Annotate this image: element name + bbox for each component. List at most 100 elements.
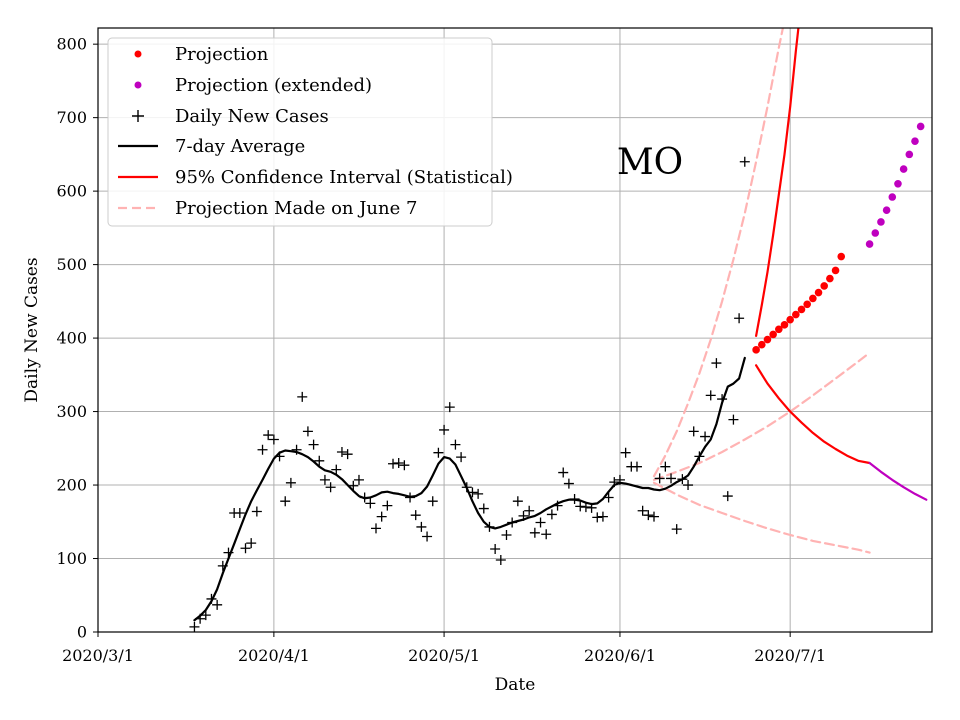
daily-new-cases-point	[319, 474, 330, 485]
projection-point	[797, 305, 806, 314]
daily-new-cases-point	[524, 505, 535, 516]
daily-new-cases-point	[280, 496, 291, 507]
daily-new-cases-point	[660, 461, 671, 472]
daily-new-cases-point	[722, 491, 733, 502]
daily-new-cases-point	[433, 447, 444, 458]
x-tick-label: 2020/4/1	[238, 646, 310, 665]
daily-new-cases-point	[371, 523, 381, 534]
projection-extended-point	[877, 218, 885, 226]
daily-new-cases-point	[234, 507, 245, 518]
daily-new-cases-point	[620, 447, 631, 458]
projection-point	[775, 325, 783, 334]
daily-new-cases-point	[501, 530, 512, 541]
daily-new-cases-point	[666, 473, 677, 484]
daily-new-cases-point	[688, 426, 699, 437]
daily-new-cases-point	[189, 621, 200, 632]
projection-point	[826, 274, 834, 283]
daily-new-cases-point	[251, 506, 262, 517]
projection-point	[831, 266, 840, 275]
daily-new-cases-point	[683, 480, 694, 491]
x-tick-label: 2020/7/1	[754, 646, 826, 665]
projection-point	[786, 315, 794, 324]
daily-new-cases-point	[728, 414, 739, 425]
plot-frame	[97, 27, 933, 633]
daily-new-cases-point	[631, 461, 642, 472]
daily-new-cases-point	[314, 455, 325, 466]
june7-projection-upper-line	[652, 28, 785, 478]
daily-new-cases-point	[263, 430, 274, 441]
daily-new-cases-point	[495, 554, 506, 565]
daily-new-cases-point	[416, 521, 427, 532]
daily-new-cases-point	[739, 156, 750, 167]
daily-new-cases-point	[711, 358, 722, 369]
daily-new-cases-point	[643, 510, 654, 521]
daily-new-cases-point	[331, 464, 342, 475]
projection-extended-point	[888, 193, 897, 201]
projection-extended-point	[899, 165, 908, 173]
daily-new-cases-point	[257, 444, 268, 455]
daily-new-cases-point	[734, 313, 745, 324]
projection-point	[757, 340, 766, 349]
daily-new-cases-point	[512, 496, 523, 507]
daily-new-cases-point	[212, 599, 223, 610]
projection-extended-point	[905, 150, 914, 159]
daily-new-cases-point	[297, 391, 308, 402]
seven-day-average-line	[193, 356, 746, 622]
legend-label-june7-projection: Projection Made on June 7	[175, 198, 417, 219]
daily-new-cases-point	[541, 529, 552, 540]
daily-new-cases-point	[535, 517, 546, 528]
daily-new-cases-point	[439, 424, 450, 435]
june7-projection-lower-line	[652, 481, 871, 554]
y-tick-label: 400	[56, 329, 87, 348]
daily-new-cases-point	[336, 446, 347, 457]
daily-new-cases-point	[478, 503, 489, 514]
daily-new-cases-point	[490, 543, 501, 554]
projection-point	[820, 282, 829, 290]
ci-upper-line	[755, 28, 800, 337]
daily-new-cases-point	[705, 390, 716, 401]
daily-new-cases-point	[637, 505, 648, 516]
legend-marker-projection-extended	[134, 81, 142, 89]
state-label: MO	[617, 142, 683, 183]
projection-point	[837, 252, 846, 261]
legend-label-confidence-interval: 95% Confidence Interval (Statistical)	[175, 167, 513, 188]
projection-extended-point	[894, 179, 902, 188]
projection-extended-point	[911, 137, 919, 145]
daily-new-cases-point	[302, 426, 313, 437]
projection-point	[752, 346, 760, 354]
y-tick-label: 600	[56, 182, 87, 201]
daily-new-cases-point	[376, 511, 387, 522]
legend-box	[107, 37, 493, 227]
daily-new-cases-point	[200, 610, 211, 621]
daily-new-cases-point	[393, 457, 404, 468]
daily-new-cases-point	[399, 460, 410, 471]
projection-point	[769, 330, 777, 339]
legend-label-daily-new-cases: Daily New Cases	[175, 106, 329, 127]
daily-new-cases-point	[597, 511, 608, 522]
projection-point	[780, 321, 789, 329]
y-tick-label: 100	[56, 549, 87, 568]
daily-new-cases-point	[353, 474, 364, 485]
daily-new-cases-point	[422, 531, 433, 542]
daily-new-cases-point	[246, 538, 257, 549]
daily-new-cases-point	[388, 458, 399, 469]
projection-extended-point	[865, 240, 874, 248]
x-tick-label: 2020/5/1	[408, 646, 480, 665]
legend-item-projection-extended: Projection (extended)	[134, 75, 372, 96]
daily-new-cases-point	[592, 512, 603, 523]
y-tick-label: 800	[56, 35, 87, 54]
legend-item-seven-day-average: 7-day Average	[118, 136, 305, 157]
daily-new-cases-point	[285, 477, 296, 488]
y-tick-label: 700	[56, 108, 87, 127]
daily-new-cases-point	[427, 496, 438, 507]
daily-new-cases-point	[558, 467, 569, 478]
ci-lower-extended-line	[868, 461, 928, 501]
daily-new-cases-point	[473, 488, 484, 499]
projection-point	[809, 294, 817, 303]
legend-item-confidence-interval: 95% Confidence Interval (Statistical)	[118, 167, 513, 188]
daily-new-cases-point	[563, 478, 574, 489]
y-tick-label: 500	[56, 255, 87, 274]
projection-point	[792, 310, 800, 319]
legend-label-projection-extended: Projection (extended)	[175, 75, 372, 96]
